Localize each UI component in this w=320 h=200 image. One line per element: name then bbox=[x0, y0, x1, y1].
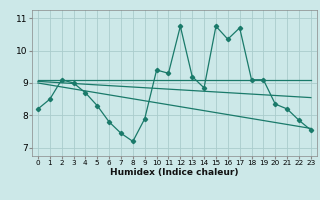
X-axis label: Humidex (Indice chaleur): Humidex (Indice chaleur) bbox=[110, 168, 239, 177]
